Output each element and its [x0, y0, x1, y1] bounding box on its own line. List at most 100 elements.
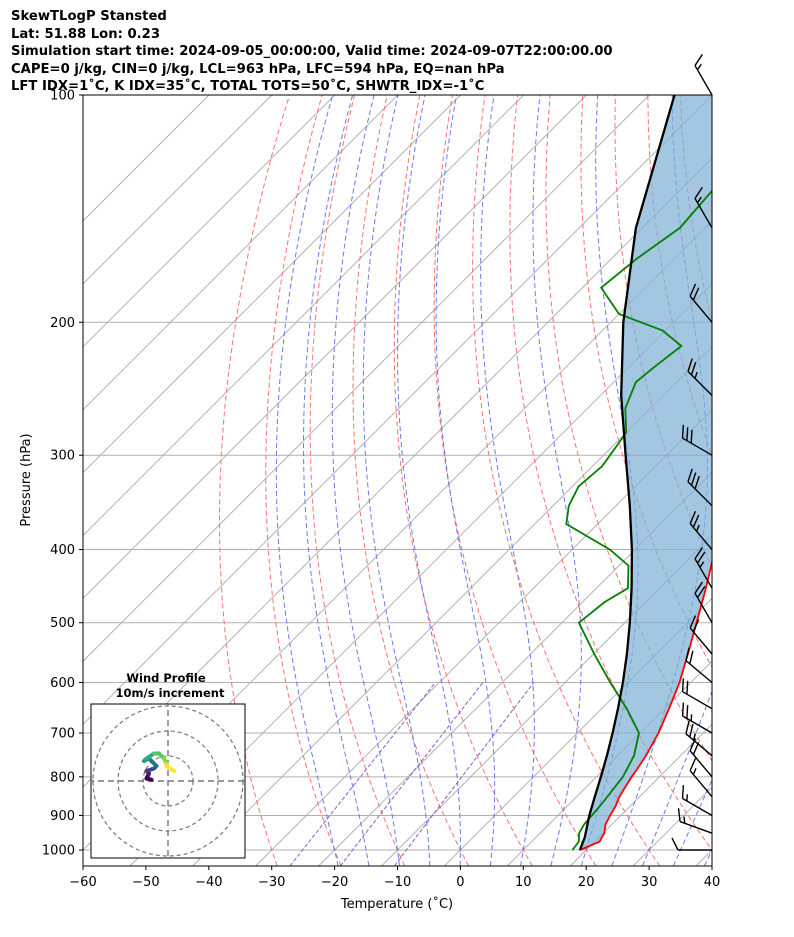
moist-adiabat-line — [480, 95, 535, 866]
y-tick-label: 200 — [50, 316, 75, 331]
dry-adiabat-line — [265, 95, 342, 866]
y-tick-label: 700 — [50, 727, 75, 742]
wind-barb — [677, 808, 713, 834]
isotherm-line — [83, 95, 336, 348]
chart-header: SkewTLogP Stansted Lat: 51.88 Lon: 0.23 … — [11, 8, 613, 96]
hodograph: Wind Profile 10m/s increment — [90, 671, 246, 859]
parcel-line — [578, 95, 676, 851]
y-tick-label: 100 — [50, 89, 75, 104]
dry-adiabat-line — [352, 95, 469, 866]
y-axis-label: Pressure (hPa) — [19, 433, 34, 526]
isotherm-line — [83, 95, 524, 537]
wind-barb — [689, 615, 713, 655]
wind-barb — [694, 53, 713, 96]
mixing-ratio-line — [339, 682, 484, 866]
dry-adiabat-line — [746, 95, 794, 866]
x-tick-label: 10 — [515, 875, 532, 890]
isotherm-line — [444, 597, 712, 866]
cape-fill — [579, 95, 712, 850]
isotherm-line — [255, 409, 712, 866]
wind-barb — [685, 720, 713, 757]
y-tick-label: 500 — [50, 616, 75, 631]
x-tick-label: 20 — [578, 875, 595, 890]
time-text: Simulation start time: 2024-09-05_00:00:… — [11, 44, 613, 60]
axis-ticks: −60 −50 −40 −30 −20 −10 0 10 20 30 40 100 200 300 400 5… — [42, 89, 720, 891]
wind-barb — [687, 358, 713, 396]
isotherm-line — [83, 95, 712, 725]
y-tick-label: 600 — [50, 676, 75, 691]
moist-adiabat-line — [396, 95, 461, 866]
isotherm-line — [83, 95, 273, 285]
isotherm-line — [83, 95, 650, 662]
dry-adiabat-line — [219, 95, 290, 866]
x-tick-label: −30 — [258, 875, 285, 890]
index-text: LFT IDX=1˚C, K IDX=35˚C, TOTAL TOTS=50˚C… — [11, 79, 485, 95]
moist-adiabat-line — [303, 95, 370, 866]
wind-barb — [687, 468, 713, 507]
moist-adiabat-line — [362, 95, 431, 866]
isotherm-line — [569, 723, 712, 866]
wind-barbs — [671, 53, 713, 851]
y-tick-label: 800 — [50, 770, 75, 785]
moist-adiabat-line — [435, 95, 496, 866]
wind-barb — [681, 678, 713, 710]
wind-barb — [681, 702, 713, 734]
dry-adiabat-line — [433, 95, 597, 866]
x-tick-label: −10 — [384, 875, 411, 890]
wind-barb — [689, 738, 713, 778]
x-tick-label: 0 — [456, 875, 464, 890]
hodograph-title: Wind Profile — [126, 671, 206, 685]
hodograph-subtitle: 10m/s increment — [116, 686, 225, 700]
moist-adiabat-line — [672, 778, 712, 866]
moist-adiabat-line — [703, 848, 712, 866]
moist-adiabat-line — [532, 95, 582, 866]
wind-barb — [685, 647, 713, 684]
x-tick-label: −60 — [69, 875, 96, 890]
hodograph-segment — [164, 764, 176, 773]
cape-area — [579, 95, 712, 850]
dry-adiabat-line — [778, 95, 794, 866]
isotherm-line — [381, 534, 712, 866]
wind-barb — [671, 837, 712, 851]
wind-barb — [694, 186, 713, 229]
dry-adiabat-line — [580, 95, 712, 669]
wind-barb — [694, 581, 713, 624]
wind-barb — [689, 283, 713, 323]
mixing-ratio-line — [289, 682, 436, 866]
dry-adiabat-line — [472, 95, 661, 866]
dry-adiabat-line — [393, 95, 533, 866]
temperature-line — [579, 558, 712, 851]
wind-barb — [681, 785, 713, 817]
x-axis-label: Temperature (˚C) — [340, 896, 453, 912]
x-tick-label: −50 — [132, 875, 159, 890]
wind-barb — [694, 547, 713, 589]
y-tick-label: 1000 — [42, 844, 75, 859]
wind-barb — [689, 510, 713, 551]
isotherm-line — [83, 95, 461, 474]
wind-barb — [681, 424, 713, 456]
y-tick-label: 300 — [50, 449, 75, 464]
mixing-ratio-line — [393, 682, 535, 866]
y-tick-label: 900 — [50, 809, 75, 824]
dry-adiabat-line — [713, 95, 794, 866]
moist-adiabat-line — [642, 689, 712, 866]
x-tick-label: 30 — [641, 875, 658, 890]
moist-adiabat-line — [275, 95, 339, 866]
background-lines — [83, 95, 794, 866]
location-text: Lat: 51.88 Lon: 0.23 — [11, 26, 161, 42]
chart-title: SkewTLogP Stansted — [11, 9, 167, 24]
isotherm-line — [129, 283, 712, 866]
dry-adiabat-line — [509, 95, 712, 851]
dewpoint-line — [565, 189, 712, 851]
cape-text: CAPE=0 j/kg, CIN=0 j/kg, LCL=963 hPa, LF… — [11, 61, 505, 77]
x-tick-label: −20 — [321, 875, 348, 890]
wind-barb — [689, 758, 713, 798]
moist-adiabat-line — [331, 95, 400, 866]
profile-lines — [565, 95, 712, 851]
isotherm-line — [83, 95, 399, 411]
x-tick-label: −40 — [195, 875, 222, 890]
isotherm-line — [192, 346, 712, 866]
y-tick-label: 400 — [50, 543, 75, 558]
isotherm-line — [83, 95, 587, 600]
